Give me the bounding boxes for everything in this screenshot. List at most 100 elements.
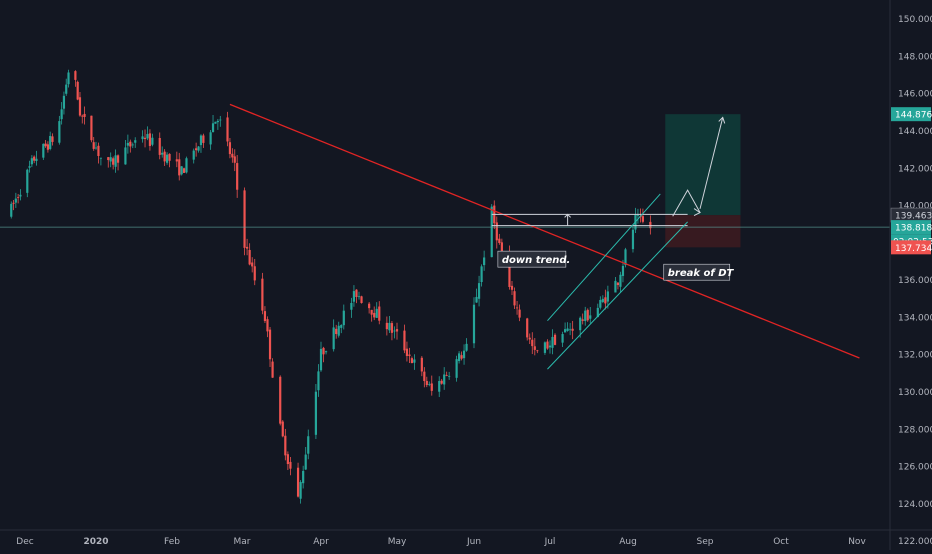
candle-body (546, 341, 549, 349)
candle-body (445, 374, 448, 376)
y-tick-label: 144.000 (898, 127, 932, 137)
candle-body (498, 238, 501, 243)
candle-body (553, 334, 557, 345)
projection-arrow-head (693, 208, 702, 216)
candle-body (340, 325, 343, 328)
candle-body (263, 311, 267, 322)
candle-body (563, 329, 567, 333)
candle-body (248, 249, 251, 265)
candle-body (500, 242, 503, 256)
candle-body (74, 71, 77, 80)
candle-body (271, 361, 274, 378)
annotation-box[interactable] (497, 250, 567, 268)
candle-body (357, 296, 361, 298)
downtrend-line[interactable] (229, 103, 860, 359)
candle-body (495, 222, 498, 241)
candle-body (214, 121, 217, 124)
candle-body (134, 140, 137, 143)
candle-body (219, 119, 222, 121)
projection-path[interactable] (672, 189, 701, 217)
candle-body (579, 317, 582, 331)
candle-body (624, 249, 627, 266)
x-tick-label: Apr (313, 537, 329, 547)
target-arrow-head (718, 116, 726, 124)
x-tick-label: Nov (848, 537, 866, 547)
candle-body (515, 307, 519, 309)
candle-body (322, 347, 325, 355)
annotation-text: break of DT (668, 268, 735, 279)
candle-body (510, 285, 514, 290)
candle-body (182, 168, 186, 173)
candle-body (109, 157, 112, 162)
x-tick-label: Mar (234, 537, 251, 547)
candle-body (46, 144, 50, 150)
candle-body (168, 153, 171, 161)
candle-body (211, 123, 215, 133)
candle-body (131, 144, 134, 146)
candle-body (335, 328, 338, 335)
y-tick-label: 142.000 (898, 164, 932, 174)
candle-body (604, 297, 607, 304)
candle-body (317, 371, 320, 391)
y-tick-label: 140.000 (898, 202, 932, 212)
candle-body (420, 357, 423, 372)
candle-body (83, 113, 86, 117)
candle-body (368, 303, 371, 309)
candle-body (76, 81, 79, 100)
candle-body (126, 142, 129, 146)
candle-body (302, 470, 305, 484)
candle-body (405, 348, 409, 356)
candle-body (619, 274, 622, 287)
candle-body (281, 421, 284, 437)
candle-body (332, 327, 335, 350)
annotation-box[interactable] (663, 263, 731, 281)
candle-body (319, 348, 323, 371)
candle-body (390, 323, 394, 333)
candle-body (599, 299, 602, 308)
candle-body (355, 289, 358, 298)
candle-body (448, 375, 451, 377)
x-tick-label: Aug (619, 537, 637, 547)
target-arrow[interactable] (699, 117, 724, 209)
candle-body (571, 328, 574, 331)
candle-body (296, 467, 300, 497)
channel-line-upper[interactable] (547, 193, 661, 322)
candle-body (146, 134, 149, 139)
candle-body (251, 262, 254, 267)
candle-body (178, 159, 181, 176)
candle-body (543, 342, 547, 353)
candle-body (99, 157, 103, 159)
candle-body (197, 146, 200, 151)
candle-body (428, 383, 431, 385)
channel-line-lower[interactable] (547, 221, 688, 370)
candle-body (62, 95, 66, 109)
candle-body (92, 142, 95, 149)
candle-body (649, 221, 652, 229)
x-tick-label: 2020 (83, 537, 108, 547)
candle-body (51, 136, 54, 142)
candle-body (566, 328, 569, 331)
candle-body (97, 145, 100, 156)
candle-body (236, 163, 239, 190)
candle-body (581, 319, 584, 321)
candle-body (10, 203, 13, 217)
target-price-label: 144.876 (895, 111, 932, 121)
candle-body (586, 309, 589, 321)
candle-body (253, 266, 256, 281)
candle-body (616, 282, 620, 286)
y-tick-label: 150.000 (898, 15, 932, 25)
candle-body (17, 197, 20, 198)
candle-body (299, 482, 302, 499)
candle-body (551, 336, 554, 348)
candle-body (636, 215, 640, 216)
candle-body (337, 325, 340, 336)
candle-body (199, 135, 203, 146)
candle-body (49, 135, 52, 149)
candle-body (33, 156, 36, 161)
candle-body (165, 154, 169, 163)
candle-body (143, 137, 147, 140)
candle-body (606, 291, 609, 302)
candle-body (462, 350, 466, 359)
